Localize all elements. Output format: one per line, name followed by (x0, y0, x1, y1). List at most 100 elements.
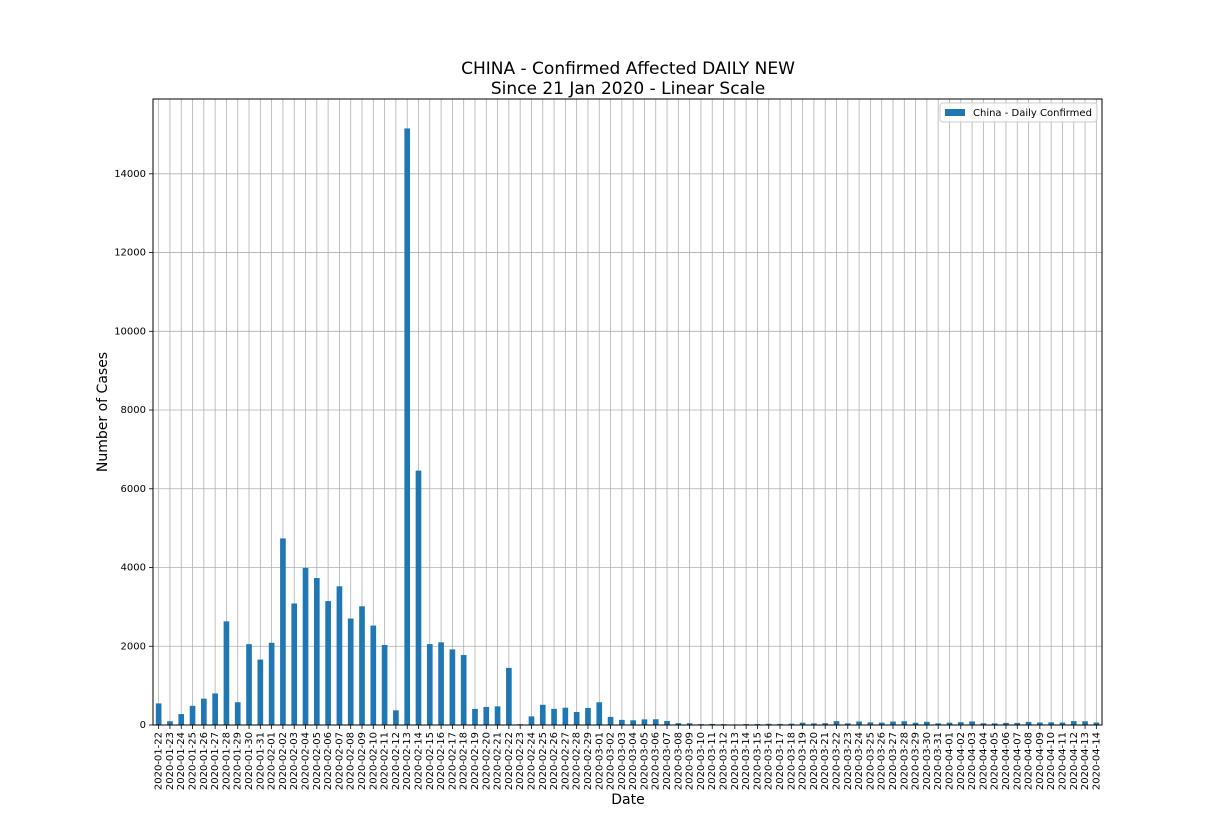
bar-2020-04-02 (957, 722, 964, 725)
bar-2020-04-06 (1003, 722, 1009, 725)
bar-2020-03-26 (878, 722, 885, 725)
bar-2020-03-03 (619, 719, 625, 725)
bar-2020-03-11 (709, 723, 716, 725)
bar-2020-03-02 (607, 716, 614, 725)
bar-2020-02-03 (291, 603, 298, 725)
bar-2020-03-25 (867, 722, 874, 725)
x-tick-label: 2020-03-30 (922, 732, 933, 790)
bar-2020-02-11 (381, 644, 388, 725)
x-tick-label: 2020-02-16 (436, 732, 447, 790)
bar-2020-02-14 (415, 470, 422, 725)
bar-2020-02-24 (528, 716, 535, 725)
x-tick-label: 2020-01-23 (165, 732, 176, 790)
x-tick-label: 2020-01-30 (244, 732, 255, 790)
x-tick-label: 2020-02-08 (346, 732, 357, 790)
bar-2020-03-27 (890, 721, 896, 725)
bar-2020-02-27 (562, 707, 569, 725)
x-tick-label: 2020-02-12 (391, 732, 402, 790)
x-tick-label: 2020-02-03 (289, 732, 300, 790)
x-tick-label: 2020-03-26 (877, 732, 888, 790)
bar-2020-01-30 (246, 644, 252, 725)
x-tick-label: 2020-02-02 (278, 732, 289, 790)
x-tick-label: 2020-02-13 (402, 732, 413, 790)
bar-2020-03-07 (664, 720, 670, 725)
bar-2020-02-08 (347, 618, 354, 725)
bar-2020-03-05 (641, 719, 648, 725)
bar-2020-04-04 (980, 723, 987, 725)
bar-2020-02-28 (573, 711, 580, 725)
x-tick-label: 2020-03-31 (933, 732, 944, 790)
legend-swatch (945, 109, 965, 116)
x-tick-label: 2020-01-28 (221, 732, 232, 790)
bar-2020-04-11 (1059, 722, 1066, 725)
x-tick-label: 2020-02-17 (447, 732, 458, 790)
x-tick-label: 2020-03-15 (752, 732, 763, 790)
y-tick-label: 4000 (121, 563, 146, 574)
x-tick-label: 2020-03-09 (685, 732, 696, 790)
bar-2020-04-05 (991, 723, 998, 725)
bar-2020-02-06 (325, 601, 331, 725)
bar-2020-04-14 (1093, 722, 1100, 725)
bar-2020-04-03 (969, 721, 975, 725)
bar-series (155, 128, 1100, 725)
bar-2020-02-01 (268, 642, 275, 725)
bar-2020-01-22 (155, 703, 162, 725)
bar-2020-02-22 (506, 667, 512, 725)
bar-2020-03-30 (924, 721, 930, 725)
bar-2020-03-29 (912, 722, 919, 725)
x-tick-label: 2020-04-06 (1001, 732, 1012, 790)
x-tick-label: 2020-03-23 (843, 732, 854, 790)
bar-2020-02-26 (551, 708, 557, 725)
x-tick-label: 2020-02-20 (481, 732, 492, 790)
x-tick-label: 2020-01-25 (188, 732, 199, 790)
bar-2020-02-21 (494, 706, 501, 725)
bar-2020-02-07 (336, 586, 343, 725)
x-tick-label: 2020-02-10 (368, 732, 379, 790)
bar-2020-02-15 (426, 644, 433, 725)
bar-2020-02-02 (280, 538, 286, 725)
bar-2020-03-17 (777, 723, 783, 725)
x-tick-label: 2020-01-24 (176, 732, 187, 790)
x-tick-label: 2020-01-26 (199, 732, 210, 790)
x-tick-label: 2020-03-11 (707, 732, 718, 790)
y-tick-label: 2000 (121, 641, 146, 652)
x-tick-label: 2020-03-13 (730, 732, 741, 790)
x-tick-label: 2020-03-08 (673, 732, 684, 790)
x-tick-label: 2020-02-23 (515, 732, 526, 790)
x-tick-label: 2020-03-03 (617, 732, 628, 790)
legend-label: China - Daily Confirmed (973, 108, 1092, 119)
x-tick-label: 2020-04-02 (956, 732, 967, 790)
x-tick-label: 2020-03-28 (899, 732, 910, 790)
x-tick-label: 2020-04-14 (1091, 732, 1102, 790)
x-tick-label: 2020-04-01 (944, 732, 955, 790)
x-tick-label: 2020-04-13 (1080, 732, 1091, 790)
x-tick-label: 2020-02-04 (301, 732, 312, 790)
x-tick-label: 2020-03-27 (888, 732, 899, 790)
bar-2020-03-20 (811, 723, 817, 725)
x-tick-label: 2020-03-06 (651, 732, 662, 790)
x-tick-label: 2020-02-05 (312, 732, 323, 790)
bar-2020-03-09 (686, 723, 693, 725)
bar-2020-04-07 (1014, 722, 1021, 725)
bar-2020-04-09 (1037, 722, 1043, 725)
bar-2020-01-28 (223, 621, 230, 725)
bar-2020-03-31 (935, 723, 942, 725)
x-tick-label: 2020-04-07 (1012, 732, 1023, 790)
x-tick-label: 2020-01-22 (154, 732, 165, 790)
x-tick-label: 2020-02-09 (357, 732, 368, 790)
x-tick-label: 2020-04-09 (1035, 732, 1046, 790)
bar-2020-02-05 (313, 578, 320, 725)
x-tick-label: 2020-01-29 (233, 732, 244, 790)
x-tick-label: 2020-03-07 (662, 732, 673, 790)
x-tick-label: 2020-03-18 (786, 732, 797, 790)
bar-2020-01-26 (201, 698, 207, 725)
x-tick-label: 2020-04-03 (967, 732, 978, 790)
bar-2020-03-21 (822, 723, 829, 725)
bar-2020-03-19 (799, 722, 806, 725)
bar-2020-03-22 (833, 721, 840, 725)
bar-2020-02-19 (472, 708, 478, 725)
bar-2020-01-29 (234, 702, 241, 725)
bar-2020-01-24 (178, 714, 185, 725)
